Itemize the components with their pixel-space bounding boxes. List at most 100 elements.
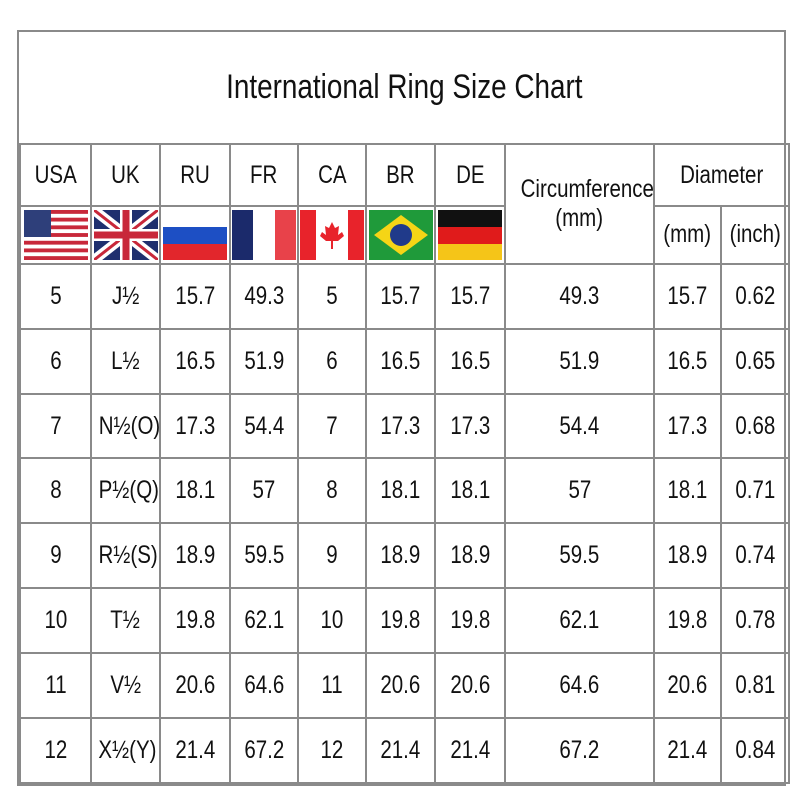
table-cell: 54.4 <box>229 392 299 460</box>
diameter-header: Diameter <box>653 143 790 208</box>
table-cell: 12 <box>19 717 92 784</box>
uk-flag-icon <box>93 209 158 260</box>
table-cell: 18.1 <box>365 457 436 525</box>
ring-size-chart: International Ring Size Chart USA UK RU FR C… <box>17 30 790 786</box>
table-cell: 18.9 <box>365 522 436 590</box>
france-flag-icon <box>232 209 296 260</box>
table-cell: 0.71 <box>720 457 790 525</box>
header-ru: RU <box>159 143 231 208</box>
table-cell: 0.65 <box>720 327 790 395</box>
table-cell: R½(S) <box>90 522 161 590</box>
germany-flag-icon <box>438 209 502 260</box>
table-cell: 18.1 <box>159 457 231 525</box>
table-row: 6 L½ 16.5 51.9 6 16.5 16.5 51.9 16.5 0.65 <box>19 327 790 395</box>
table-cell: 18.9 <box>159 522 231 590</box>
table-cell: 15.7 <box>434 262 506 330</box>
table-cell: 0.74 <box>720 522 790 590</box>
table-cell: 9 <box>19 522 92 590</box>
brazil-flag-icon <box>368 209 433 260</box>
table-cell: 20.6 <box>653 652 722 720</box>
table-cell: 6 <box>297 327 367 395</box>
table-cell: 15.7 <box>365 262 436 330</box>
table-cell: 49.3 <box>504 262 655 330</box>
table-cell: 21.4 <box>365 717 436 784</box>
table-row: 10 T½ 19.8 62.1 10 19.8 19.8 62.1 19.8 0.78 <box>19 587 790 655</box>
table-cell: 62.1 <box>504 587 655 655</box>
header-usa: USA <box>19 143 92 208</box>
table-cell: P½(Q) <box>90 457 161 525</box>
table-cell: 17.3 <box>434 392 506 460</box>
table-cell: 57 <box>504 457 655 525</box>
table-cell: 67.2 <box>229 717 299 784</box>
table-cell: X½(Y) <box>90 717 161 784</box>
table-cell: 7 <box>297 392 367 460</box>
table-cell: 17.3 <box>653 392 722 460</box>
table-cell: 11 <box>297 652 367 720</box>
table-cell: 0.81 <box>720 652 790 720</box>
table-cell: 10 <box>297 587 367 655</box>
flag-cell <box>19 205 92 265</box>
circumference-header: Circumference (mm) <box>504 143 655 265</box>
header-fr: FR <box>229 143 299 208</box>
diameter-inch-header: (inch) <box>720 205 790 265</box>
table-cell: 16.5 <box>434 327 506 395</box>
table-cell: 16.5 <box>159 327 231 395</box>
flag-cell <box>229 205 299 265</box>
header-de: DE <box>434 143 506 208</box>
table-cell: 15.7 <box>159 262 231 330</box>
table-cell: 5 <box>297 262 367 330</box>
table-cell: J½ <box>90 262 161 330</box>
table-cell: V½ <box>90 652 161 720</box>
table-cell: 18.9 <box>653 522 722 590</box>
table-cell: 6 <box>19 327 92 395</box>
table-cell: 9 <box>297 522 367 590</box>
table-cell: 20.6 <box>434 652 506 720</box>
table-row: 5 J½ 15.7 49.3 5 15.7 15.7 49.3 15.7 0.62 <box>19 262 790 330</box>
header-ca: CA <box>297 143 367 208</box>
flag-cell <box>159 205 231 265</box>
table-cell: 8 <box>297 457 367 525</box>
table-cell: T½ <box>90 587 161 655</box>
table-cell: 0.78 <box>720 587 790 655</box>
canada-flag-icon <box>300 209 364 260</box>
us-flag-icon <box>23 209 88 260</box>
table-cell: 54.4 <box>504 392 655 460</box>
table-cell: 19.8 <box>434 587 506 655</box>
table-cell: 19.8 <box>159 587 231 655</box>
table-cell: 11 <box>19 652 92 720</box>
table-cell: 20.6 <box>159 652 231 720</box>
table-cell: 16.5 <box>653 327 722 395</box>
table-cell: 17.3 <box>365 392 436 460</box>
table-cell: 8 <box>19 457 92 525</box>
table-cell: 51.9 <box>229 327 299 395</box>
table-cell: 16.5 <box>365 327 436 395</box>
table-cell: 64.6 <box>229 652 299 720</box>
table-cell: 5 <box>19 262 92 330</box>
table-cell: 49.3 <box>229 262 299 330</box>
table-cell: 18.1 <box>434 457 506 525</box>
table-cell: 64.6 <box>504 652 655 720</box>
diameter-mm-header: (mm) <box>653 205 722 265</box>
table-cell: 19.8 <box>365 587 436 655</box>
table-row: 8 P½(Q) 18.1 57 8 18.1 18.1 57 18.1 0.71 <box>19 457 790 525</box>
table-row: 9 R½(S) 18.9 59.5 9 18.9 18.9 59.5 18.9 0.74 <box>19 522 790 590</box>
table-cell: 59.5 <box>229 522 299 590</box>
table-cell: 67.2 <box>504 717 655 784</box>
table-cell: 10 <box>19 587 92 655</box>
table-cell: L½ <box>90 327 161 395</box>
russia-flag-icon <box>163 209 227 260</box>
table-cell: 12 <box>297 717 367 784</box>
table-cell: 0.84 <box>720 717 790 784</box>
ring-size-table: International Ring Size Chart USA UK RU FR C… <box>19 32 790 784</box>
table-cell: 57 <box>229 457 299 525</box>
flag-cell <box>365 205 436 265</box>
table-cell: 19.8 <box>653 587 722 655</box>
table-cell: 18.9 <box>434 522 506 590</box>
table-cell: 17.3 <box>159 392 231 460</box>
flag-cell <box>297 205 367 265</box>
flag-cell <box>90 205 161 265</box>
chart-title: International Ring Size Chart <box>20 32 789 146</box>
table-cell: 7 <box>19 392 92 460</box>
table-cell: 0.62 <box>720 262 790 330</box>
table-cell: 21.4 <box>434 717 506 784</box>
